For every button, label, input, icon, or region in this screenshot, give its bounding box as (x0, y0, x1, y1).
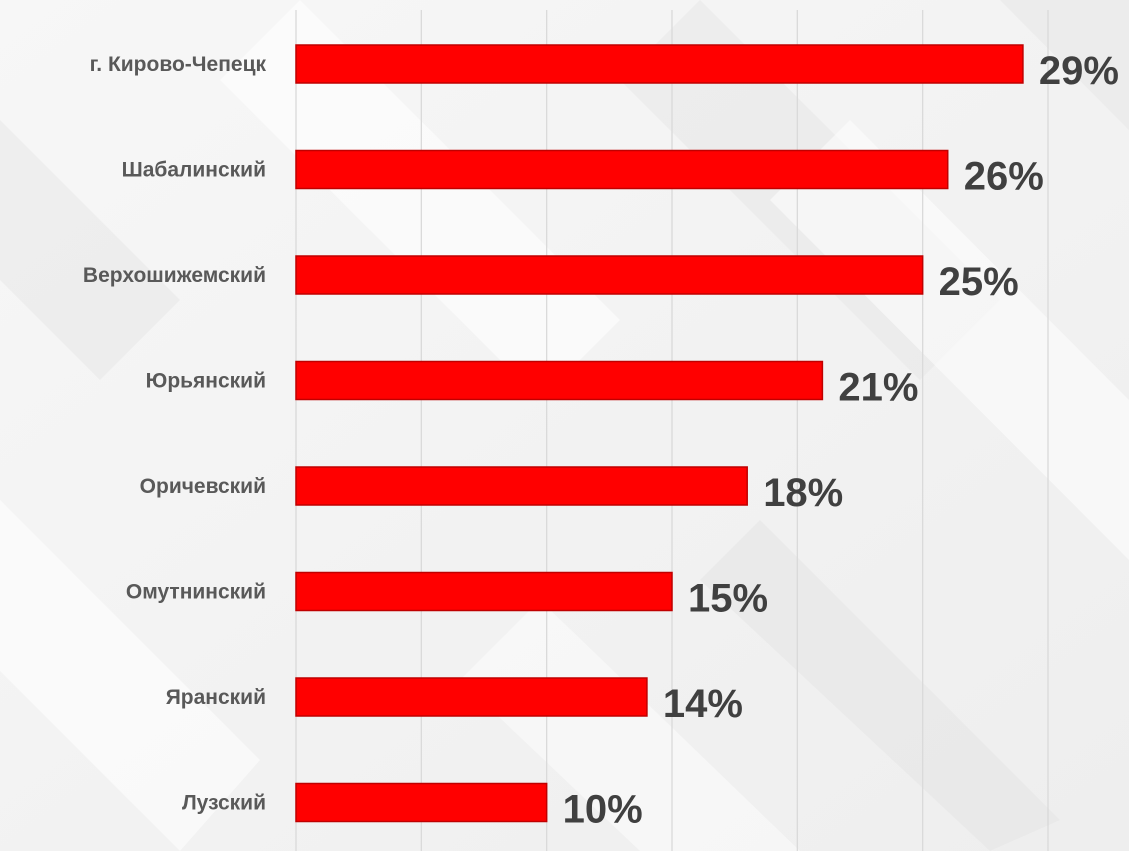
category-label: Оричевский (140, 475, 266, 498)
category-label: Шабалинский (122, 159, 266, 182)
category-label: Верхошижемский (83, 264, 266, 287)
data-label: 18% (763, 471, 843, 515)
data-label: 29% (1039, 49, 1119, 93)
data-label: 25% (939, 260, 1019, 304)
bars (295, 44, 1024, 823)
bar (295, 255, 924, 295)
category-label: Омутнинский (126, 581, 266, 604)
data-label: 26% (964, 155, 1044, 199)
data-labels: 29% 26% 25% 21% 18% 15% 14% 10% (563, 49, 1119, 832)
category-label: г. Кирово-Чепецк (90, 53, 267, 76)
bar (295, 677, 648, 717)
category-label: Лузский (182, 792, 266, 815)
data-label: 21% (838, 366, 918, 410)
category-label: Юрьянский (146, 370, 266, 393)
data-label: 10% (563, 788, 643, 832)
category-label: Яранский (166, 686, 266, 709)
category-labels: г. Кирово-Чепецк Шабалинский Верхошижемски… (83, 53, 267, 815)
bar (295, 782, 548, 823)
data-label: 15% (688, 577, 768, 621)
bar (295, 360, 824, 401)
bar (295, 571, 673, 612)
bar (295, 44, 1024, 84)
bar (295, 466, 748, 506)
bar (295, 149, 949, 190)
data-label: 14% (663, 682, 743, 726)
